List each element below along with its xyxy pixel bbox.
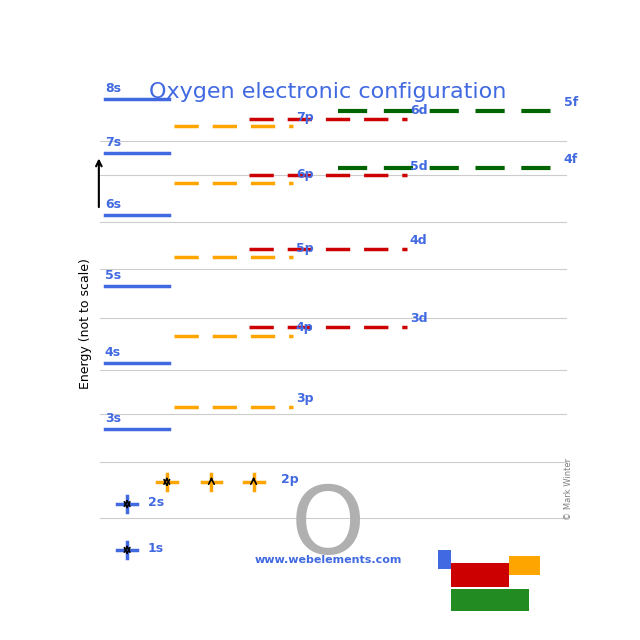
Text: 4f: 4f	[564, 153, 578, 166]
Text: www.webelements.com: www.webelements.com	[254, 555, 402, 564]
Text: 3d: 3d	[410, 312, 428, 325]
Text: 8s: 8s	[105, 82, 121, 95]
Bar	[451, 589, 529, 611]
Text: 3s: 3s	[105, 412, 121, 425]
Text: 6s: 6s	[105, 198, 121, 211]
Text: 5d: 5d	[410, 161, 428, 173]
Bar	[509, 556, 540, 575]
Text: 3p: 3p	[296, 392, 313, 405]
Text: 4p: 4p	[296, 321, 314, 333]
Text: 4s: 4s	[105, 346, 121, 358]
Text: Energy (not to scale): Energy (not to scale)	[79, 258, 92, 388]
Text: 2p: 2p	[281, 474, 298, 486]
Text: © Mark Winter: © Mark Winter	[564, 458, 573, 520]
Text: 2s: 2s	[148, 496, 164, 509]
Bar	[438, 550, 451, 568]
Text: 6p: 6p	[296, 168, 313, 180]
Text: O: O	[291, 482, 365, 573]
Text: 5s: 5s	[105, 269, 121, 282]
Text: 5f: 5f	[564, 97, 578, 109]
Text: 6d: 6d	[410, 104, 428, 116]
Text: 7s: 7s	[105, 136, 121, 149]
Text: 4d: 4d	[410, 234, 428, 247]
Text: 1s: 1s	[148, 542, 164, 555]
Text: Oxygen electronic configuration: Oxygen electronic configuration	[149, 82, 507, 102]
Text: 5p: 5p	[296, 242, 314, 255]
Bar	[451, 563, 509, 587]
Text: 7p: 7p	[296, 111, 314, 124]
